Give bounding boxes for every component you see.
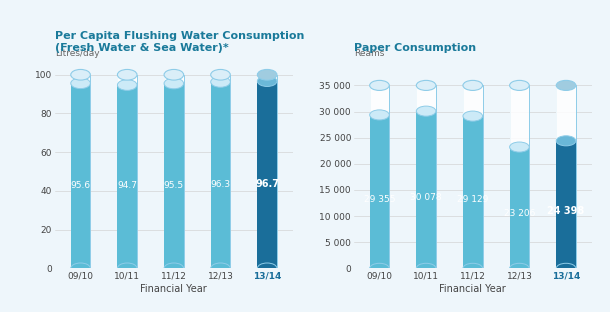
Bar — [164, 75, 184, 84]
Ellipse shape — [210, 263, 231, 274]
Ellipse shape — [257, 76, 277, 86]
Bar — [556, 141, 576, 268]
Text: 95.6: 95.6 — [71, 181, 91, 190]
Text: 23 206: 23 206 — [504, 209, 535, 218]
Ellipse shape — [117, 80, 137, 90]
Ellipse shape — [463, 80, 483, 90]
Ellipse shape — [210, 70, 231, 80]
Text: 29 129: 29 129 — [457, 195, 489, 204]
Ellipse shape — [71, 70, 90, 80]
Ellipse shape — [416, 263, 436, 273]
Ellipse shape — [556, 136, 576, 146]
Bar — [164, 84, 184, 268]
Bar — [71, 83, 90, 268]
Ellipse shape — [370, 110, 389, 120]
Bar — [463, 85, 483, 116]
Bar — [509, 85, 529, 147]
Ellipse shape — [509, 263, 529, 273]
Bar — [257, 81, 277, 268]
Ellipse shape — [463, 263, 483, 273]
Ellipse shape — [210, 77, 231, 87]
Bar — [556, 85, 576, 141]
X-axis label: Financial Year: Financial Year — [439, 284, 506, 294]
Text: 95.5: 95.5 — [164, 181, 184, 190]
Bar — [210, 75, 231, 82]
Ellipse shape — [370, 263, 389, 273]
Bar — [370, 115, 389, 268]
Ellipse shape — [164, 263, 184, 274]
Text: 30 078: 30 078 — [411, 193, 442, 202]
Ellipse shape — [509, 142, 529, 152]
Ellipse shape — [463, 111, 483, 121]
Text: 29 355: 29 355 — [364, 195, 395, 204]
Text: 96.7: 96.7 — [255, 179, 279, 189]
Ellipse shape — [556, 263, 576, 273]
Bar — [416, 111, 436, 268]
Ellipse shape — [117, 263, 137, 274]
Ellipse shape — [164, 70, 184, 80]
Ellipse shape — [416, 106, 436, 116]
Ellipse shape — [117, 70, 137, 80]
Bar — [370, 85, 389, 115]
Text: Paper Consumption: Paper Consumption — [354, 43, 476, 53]
Ellipse shape — [164, 78, 184, 89]
Ellipse shape — [509, 80, 529, 90]
Text: Reams: Reams — [354, 49, 384, 58]
Ellipse shape — [257, 70, 277, 80]
Text: Per Capita Flushing Water Consumption
(Fresh Water & Sea Water)*: Per Capita Flushing Water Consumption (F… — [55, 31, 304, 53]
Ellipse shape — [370, 80, 389, 90]
X-axis label: Financial Year: Financial Year — [140, 284, 207, 294]
Bar — [210, 82, 231, 268]
Bar — [257, 75, 277, 81]
Bar — [117, 75, 137, 85]
Text: 24 398: 24 398 — [547, 206, 584, 216]
Ellipse shape — [257, 263, 277, 274]
Text: Litres/day: Litres/day — [55, 49, 99, 58]
Bar — [416, 85, 436, 111]
Ellipse shape — [416, 80, 436, 90]
Bar — [71, 75, 90, 83]
Text: 96.3: 96.3 — [210, 180, 231, 189]
Bar — [463, 116, 483, 268]
Bar — [509, 147, 529, 268]
Bar — [117, 85, 137, 268]
Ellipse shape — [71, 78, 90, 89]
Ellipse shape — [556, 80, 576, 90]
Text: 94.7: 94.7 — [117, 181, 137, 190]
Ellipse shape — [71, 263, 90, 274]
